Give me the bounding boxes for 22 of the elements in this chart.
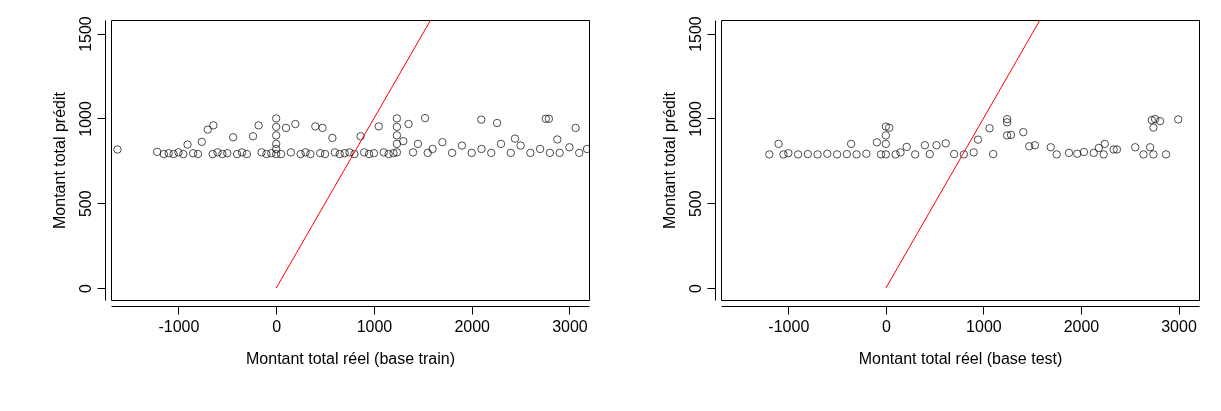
x-tick-label: 2000 [454,317,491,335]
x-tick-label: 0 [272,317,282,335]
x-tick-label: 3000 [552,317,588,335]
y-tick-label: 1000 [686,101,704,137]
y-tick-label: 500 [76,190,94,218]
y-tick-label: 1500 [76,16,94,52]
y-tick-label: 0 [686,284,704,294]
y-axis-title: Montant total prédit [50,91,68,229]
x-tick-label: -1000 [158,317,200,335]
y-tick-label: 1000 [76,101,94,137]
x-axis-title: Montant total réel (base train) [246,349,455,367]
x-tick-label: -1000 [768,317,810,335]
y-axis-title: Montant total prédit [660,91,678,229]
x-tick-label: 1000 [356,317,393,335]
y-tick-label: 1500 [686,16,704,52]
y-tick-label: 500 [686,190,704,218]
x-tick-label: 0 [881,317,891,335]
x-tick-label: 3000 [1161,317,1197,335]
x-axis-title: Montant total réel (base test) [858,349,1063,367]
y-tick-label: 0 [76,284,94,294]
x-tick-label: 2000 [1063,317,1100,335]
x-tick-label: 1000 [966,317,1002,335]
